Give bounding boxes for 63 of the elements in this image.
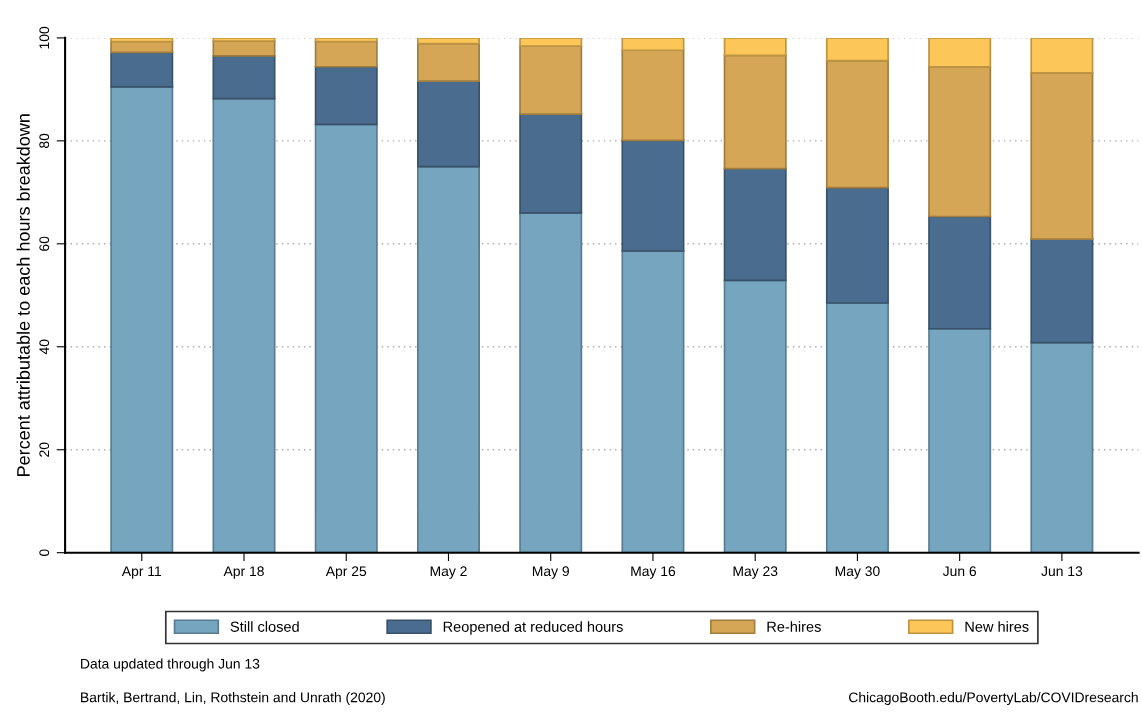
text: ChicagoBooth.edu/PovertyLab/COVIDresearch — [849, 692, 1138, 706]
bar — [928, 65, 992, 218]
bar — [314, 40, 378, 68]
bar — [212, 97, 276, 553]
bar — [621, 49, 685, 142]
x-tick-label: Jun 6 — [942, 566, 977, 577]
x-tick-label: May 9 — [532, 566, 569, 579]
bar — [212, 55, 276, 100]
bar — [723, 37, 787, 57]
legend-label: Re-hires — [767, 621, 821, 632]
legend-label: New hires — [965, 621, 1029, 632]
bar — [519, 37, 583, 47]
bar — [825, 186, 889, 304]
bar — [416, 42, 480, 82]
bar — [314, 37, 378, 43]
x-tick-label: May 23 — [733, 566, 778, 579]
bar — [928, 215, 992, 330]
y-tick-label: 40 — [39, 339, 50, 355]
bar — [212, 40, 276, 57]
bar — [519, 212, 583, 553]
text: Bartik, Bertrand, Lin, Rothstein and Unrath (2020) — [81, 692, 385, 706]
legend-label: Still closed — [230, 621, 299, 632]
x-tick-label: May 16 — [631, 566, 676, 579]
bar — [723, 54, 787, 170]
bar — [110, 51, 174, 88]
bar — [314, 65, 378, 126]
bar — [416, 37, 480, 45]
bar — [825, 37, 889, 62]
bar — [1030, 37, 1094, 74]
bar — [621, 37, 685, 52]
bar — [519, 113, 583, 214]
y-tick-label: 80 — [39, 133, 50, 148]
x-tick-label: May 30 — [835, 566, 880, 579]
bar — [1030, 72, 1094, 241]
y-tick-label: 60 — [39, 236, 50, 251]
bar — [723, 279, 787, 553]
bar — [621, 250, 685, 553]
x-tick-label: Jun 13 — [1041, 566, 1083, 577]
bar — [825, 59, 889, 189]
bar — [928, 37, 992, 68]
bar — [825, 302, 889, 553]
y-tick-label: 100 — [39, 26, 50, 49]
bar — [928, 327, 992, 553]
x-tick-label: Apr 25 — [325, 566, 367, 579]
y-axis-title: Percent attributable to each hours breakdown — [16, 114, 30, 476]
bar — [212, 37, 276, 42]
bar — [519, 45, 583, 115]
bar — [416, 165, 480, 553]
bar — [110, 85, 174, 553]
bar — [314, 123, 378, 553]
y-tick-label: 20 — [39, 442, 50, 457]
bar — [1030, 238, 1094, 344]
bar — [416, 80, 480, 168]
bar — [1030, 341, 1094, 553]
text: Data updated through Jun 13 — [81, 658, 260, 672]
x-tick-label: Apr 11 — [121, 566, 162, 579]
x-tick-label: Apr 18 — [223, 566, 264, 579]
bar — [621, 139, 685, 252]
legend-label: Reopened at reduced hours — [443, 621, 623, 635]
bar — [110, 37, 174, 43]
x-tick-label: May 2 — [430, 566, 467, 579]
bar — [723, 167, 787, 282]
y-tick-label: 0 — [39, 549, 50, 557]
